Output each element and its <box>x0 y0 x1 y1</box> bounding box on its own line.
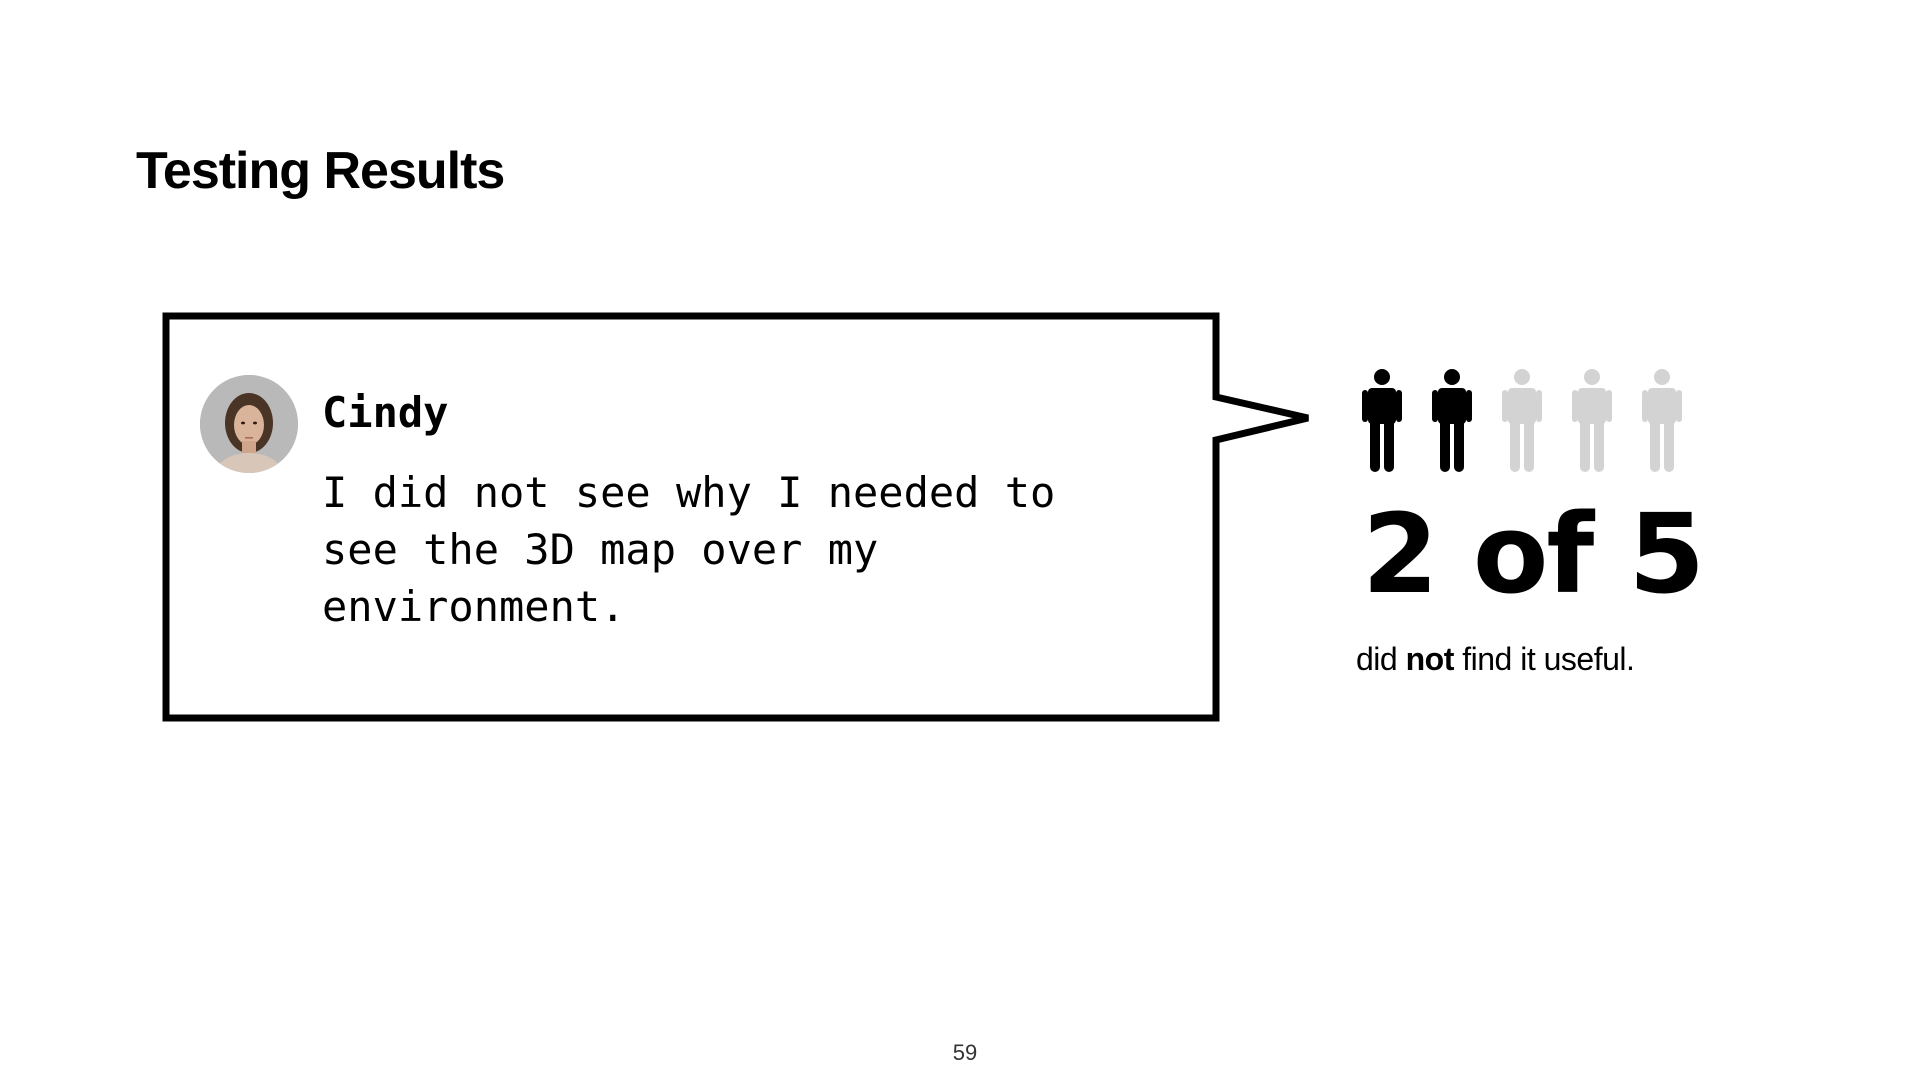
quote-line: see the 3D map over my <box>322 525 879 574</box>
quote-author: Cindy <box>322 388 449 437</box>
stat-caption: did not find it useful. <box>1356 640 1635 678</box>
page-number: 59 <box>952 1040 978 1065</box>
stat-caption-before: did <box>1356 641 1406 677</box>
person-icon <box>1362 368 1402 472</box>
stat-caption-emphasis: not <box>1405 641 1455 677</box>
quote-text: I did not see why I needed to see the 3D… <box>322 464 1122 635</box>
person-icon <box>1572 368 1612 472</box>
stat-headline: 2 of 5 <box>1362 490 1705 618</box>
person-icon <box>1432 368 1472 472</box>
slide-title: Testing Results <box>136 142 505 200</box>
quote-line: I did not see why I needed to <box>322 468 1056 517</box>
quote-line: environment. <box>322 582 626 631</box>
person-icon <box>1642 368 1682 472</box>
avatar <box>200 375 298 473</box>
stat-caption-after: find it useful. <box>1453 641 1635 677</box>
people-icon-row <box>1362 368 1682 474</box>
person-icon <box>1502 368 1542 472</box>
